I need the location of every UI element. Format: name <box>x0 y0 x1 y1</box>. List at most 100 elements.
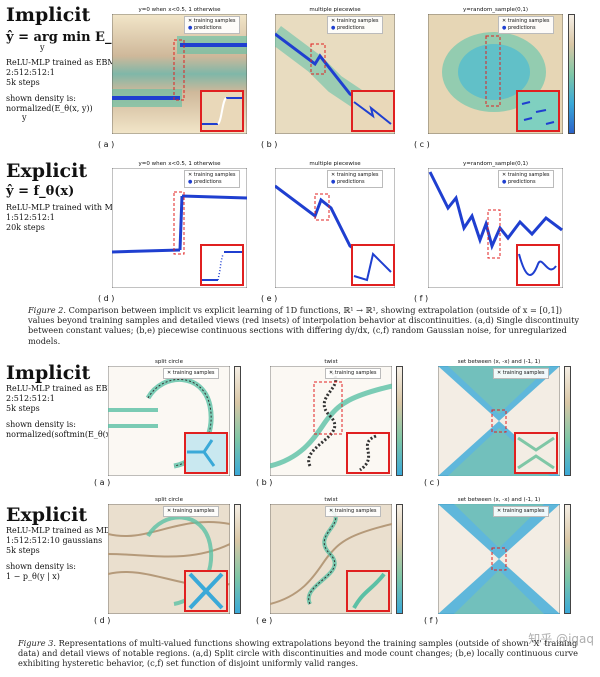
legend-training: training samples <box>193 18 236 24</box>
legend-training: training samples <box>172 508 215 514</box>
row3-heading: Implicit <box>6 362 91 384</box>
panel-3c-colorbar <box>564 366 571 476</box>
figure2-caption: Figure 2. Comparison between implicit vs… <box>28 305 588 346</box>
figure3-label: Figure 3. <box>18 638 56 648</box>
panel-3b-colorbar <box>396 366 403 476</box>
row3-density-label: shown density is: <box>6 420 76 429</box>
panel-2b-label: ( b ) <box>261 140 278 149</box>
legend-training: training samples <box>334 370 377 376</box>
panel-3a-title: split circle <box>155 359 183 365</box>
panel-3b-title: twist <box>324 359 338 365</box>
legend-training: training samples <box>502 508 545 514</box>
panel-2e-title: multiple piecewise <box>309 161 361 167</box>
row1-trained: ReLU-MLP trained as EBM <box>6 58 116 67</box>
row1-density-sub: y <box>22 113 27 122</box>
legend-training: training samples <box>507 18 550 24</box>
row4-heading: Explicit <box>6 504 88 526</box>
panel-3b-inset <box>346 432 390 474</box>
legend-training: training samples <box>336 172 379 178</box>
panel-2b-title: multiple piecewise <box>309 7 361 13</box>
row2-heading: Explicit <box>6 160 88 182</box>
panel-2e: multiple piecewise ✕ training samples ● … <box>261 161 396 303</box>
panel-2f: y=random_sample(0,1) ✕ training samples … <box>414 161 564 303</box>
row3-steps: 5k steps <box>6 404 40 413</box>
panel-3d: split circle ✕ training samples ( d ) <box>94 497 241 625</box>
panel-3c-inset <box>514 432 558 474</box>
figure2-label: Figure 2. <box>28 305 66 315</box>
panel-3e-colorbar <box>396 504 403 614</box>
panel-3d-label: ( d ) <box>94 616 111 625</box>
panel-2c-colorbar <box>568 14 575 134</box>
panel-3e-legend: ✕ training samples <box>325 506 381 517</box>
legend-training: training samples <box>172 370 215 376</box>
panel-3b: twist ✕ training samples ( b ) <box>256 359 403 487</box>
panel-3b-label: ( b ) <box>256 478 273 487</box>
row1-equation-sub: y <box>40 43 45 52</box>
panel-2e-inset <box>351 244 395 286</box>
legend-training: training samples <box>336 18 379 24</box>
panel-3d-colorbar <box>234 504 241 614</box>
panel-3d-legend: ✕ training samples <box>163 506 219 517</box>
panel-3f-colorbar <box>564 504 571 614</box>
figure3-text: Representations of multi-valued function… <box>18 638 578 669</box>
panel-3e-title: twist <box>324 497 338 503</box>
panel-2a-inset <box>200 90 244 132</box>
panel-3d-title: split circle <box>155 497 183 503</box>
panel-2d-inset <box>200 244 244 286</box>
row2-trained: ReLU-MLP trained with MSE <box>6 203 125 212</box>
row1-heading: Implicit <box>6 4 91 26</box>
legend-predictions: predictions <box>193 179 222 185</box>
row4-trained: ReLU-MLP trained as MDN <box>6 526 118 535</box>
legend-training: training samples <box>507 172 550 178</box>
row4-steps: 5k steps <box>6 546 40 555</box>
legend-training: training samples <box>502 370 545 376</box>
panel-2b-legend: ✕ training samples ● predictions <box>327 16 383 34</box>
panel-2c-title: y=random_sample(0,1) <box>463 7 528 13</box>
panel-3f-plot <box>437 503 561 615</box>
panel-2d: y=0 when x<0.5, 1 otherwise ✕ training s… <box>98 161 248 303</box>
panel-3d-inset <box>184 570 228 612</box>
panel-2c-inset <box>516 90 560 132</box>
legend-predictions: predictions <box>336 25 365 31</box>
panel-2b-inset <box>351 90 395 132</box>
panel-2b: multiple piecewise ✕ training samples ● … <box>261 7 401 149</box>
panel-3f: set between (x, -x) and (-1, 1) ✕ traini… <box>424 497 571 625</box>
panel-2e-label: ( e ) <box>261 294 278 303</box>
panel-2a: y=0 when x<0.5, 1 otherwise ✕ training s… <box>98 7 248 149</box>
panel-3c-title: set between (x, -x) and (-1, 1) <box>457 359 541 365</box>
panel-3f-title: set between (x, -x) and (-1, 1) <box>457 497 541 503</box>
legend-training: training samples <box>334 508 377 514</box>
panel-2f-label: ( f ) <box>414 294 429 303</box>
row2-arch: 1:512:512:1 <box>6 213 55 222</box>
panel-2f-inset <box>516 244 560 286</box>
legend-predictions: predictions <box>193 25 222 31</box>
legend-predictions: predictions <box>507 179 536 185</box>
row1-arch: 2:512:512:1 <box>6 68 55 77</box>
row2-steps: 20k steps <box>6 223 45 232</box>
panel-3a-legend: ✕ training samples <box>163 368 219 379</box>
panel-3e-inset <box>346 570 390 612</box>
panel-3f-label: ( f ) <box>424 616 439 625</box>
figure2-text: Comparison between implicit vs explicit … <box>28 305 580 346</box>
row1-steps: 5k steps <box>6 78 40 87</box>
panel-3a-inset <box>184 432 228 474</box>
panel-3b-legend: ✕ training samples <box>325 368 381 379</box>
row1-density-label: shown density is: <box>6 94 76 103</box>
panel-2a-legend: ✕ training samples ● predictions <box>184 16 240 34</box>
row2-equation: ŷ = f_θ(x) <box>6 184 75 199</box>
row3-arch: 2:512:512:1 <box>6 394 55 403</box>
panel-2d-legend: ✕ training samples ● predictions <box>184 170 240 188</box>
legend-predictions: predictions <box>336 179 365 185</box>
row4-density-label: shown density is: <box>6 562 76 571</box>
legend-training: training samples <box>193 172 236 178</box>
row1-density-expr: normalized(E_θ(x, y)) <box>6 104 93 113</box>
panel-3e-label: ( e ) <box>256 616 273 625</box>
watermark: 知乎 @jqaq <box>528 632 594 646</box>
panel-3f-legend: ✕ training samples <box>493 506 549 517</box>
legend-predictions: predictions <box>507 25 536 31</box>
panel-3a-label: ( a ) <box>94 478 111 487</box>
panel-3a: split circle ✕ training samples ( a ) <box>94 359 241 487</box>
panel-3c-legend: ✕ training samples <box>493 368 549 379</box>
panel-2d-label: ( d ) <box>98 294 115 303</box>
row4-density-expr: 1 − p_θ(y | x) <box>6 572 60 581</box>
